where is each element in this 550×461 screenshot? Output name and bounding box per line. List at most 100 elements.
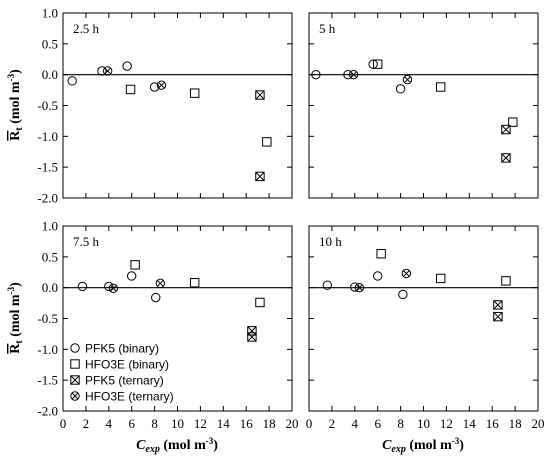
series-square bbox=[376, 249, 511, 286]
legend-label: PFK5 (binary) bbox=[85, 342, 159, 356]
x-tick-label: 12 bbox=[440, 416, 453, 431]
series-square-x bbox=[493, 300, 503, 322]
x-tick-label: 14 bbox=[217, 416, 231, 431]
x-tick-label: 4 bbox=[106, 416, 113, 431]
y-tick-label: -0.5 bbox=[37, 311, 58, 326]
data-point bbox=[255, 90, 265, 100]
data-point bbox=[493, 300, 503, 310]
series-circle bbox=[322, 271, 408, 300]
x-tick-label: 20 bbox=[286, 416, 299, 431]
data-point bbox=[97, 66, 107, 76]
data-point bbox=[127, 271, 137, 281]
legend-entry: HFO3E (binary) bbox=[70, 358, 169, 372]
series-circle-x bbox=[354, 268, 412, 293]
series-square-x bbox=[501, 124, 511, 163]
x-tick-label: 6 bbox=[374, 416, 381, 431]
data-point bbox=[130, 260, 140, 270]
data-point bbox=[401, 268, 412, 279]
plot-frame bbox=[308, 12, 539, 199]
data-point bbox=[255, 171, 265, 182]
y-tick-label: -1.5 bbox=[37, 160, 58, 175]
data-point bbox=[104, 281, 114, 292]
data-point bbox=[395, 84, 406, 94]
data-point bbox=[435, 82, 446, 92]
data-point bbox=[77, 281, 88, 292]
panel-7-5h: 0 2 4 6 8 10 12 14 16 18 20 1.0 0.5 0.0 -0.5 -1.0 -1.5 -2… bbox=[37, 219, 298, 432]
x-tick-label: 8 bbox=[397, 416, 404, 431]
x-tick-label: 12 bbox=[194, 416, 207, 431]
x-tick-label: 18 bbox=[509, 416, 522, 431]
y-tick-label: 0.5 bbox=[42, 36, 58, 51]
data-point bbox=[354, 282, 365, 293]
x-tick-label: 10 bbox=[171, 416, 184, 431]
data-point bbox=[122, 61, 132, 71]
axis-titles: Cexp (mol m-3) Cexp (mol m-3) Rt (mol m-3)… bbox=[6, 69, 464, 455]
data-point bbox=[501, 276, 511, 286]
data-point bbox=[343, 69, 353, 80]
y-tick-label: 0.5 bbox=[42, 249, 58, 264]
legend-entry: PFK5 (binary) bbox=[70, 342, 159, 356]
legend-label: HFO3E (binary) bbox=[85, 358, 169, 372]
legend-entry: PFK5 (ternary) bbox=[70, 374, 164, 388]
data-point bbox=[402, 74, 413, 85]
legend: PFK5 (binary) HFO3E (binary) PFK5 (ternary… bbox=[70, 342, 174, 404]
series-square bbox=[125, 84, 272, 147]
legend-label: PFK5 (ternary) bbox=[85, 374, 164, 388]
data-point bbox=[348, 69, 359, 80]
panel-5h: 5 h bbox=[308, 12, 539, 199]
data-point bbox=[398, 289, 408, 300]
plot-frame bbox=[308, 225, 539, 412]
plot-frame bbox=[62, 12, 293, 199]
y-tick-label: 0.0 bbox=[42, 280, 58, 295]
series-square bbox=[130, 260, 265, 308]
x-axis-title: Cexp (mol m-3) bbox=[382, 436, 464, 455]
data-point bbox=[151, 292, 161, 303]
x-tick-label: 0 bbox=[60, 416, 67, 431]
legend-marker bbox=[70, 343, 80, 353]
legend-entry: HFO3E (ternary) bbox=[70, 390, 174, 404]
x-tick-label: 2 bbox=[329, 416, 336, 431]
data-point bbox=[255, 297, 265, 308]
x-tick-label: 2 bbox=[83, 416, 90, 431]
x-axis-title: Cexp (mol m-3) bbox=[136, 436, 218, 455]
data-point bbox=[376, 249, 386, 259]
x-tick-label: 6 bbox=[128, 416, 135, 431]
series-square-x bbox=[247, 326, 257, 342]
x-tick-label: 16 bbox=[486, 416, 500, 431]
y-tick-label: 1.0 bbox=[42, 6, 58, 21]
y-tick-label: -0.5 bbox=[37, 98, 58, 113]
data-point bbox=[247, 332, 257, 342]
series-circle-x bbox=[102, 66, 167, 90]
y-tick-label: -1.0 bbox=[37, 129, 58, 144]
data-point bbox=[508, 117, 518, 127]
y-tick-label: -1.5 bbox=[37, 373, 58, 388]
panel-label: 2.5 h bbox=[73, 21, 100, 36]
x-tick-label: 8 bbox=[151, 416, 158, 431]
data-point bbox=[493, 311, 503, 322]
data-point bbox=[108, 283, 119, 293]
legend-marker bbox=[70, 375, 80, 385]
data-point bbox=[322, 280, 333, 290]
x-tick-label: 14 bbox=[463, 416, 477, 431]
series-circle-x bbox=[108, 278, 166, 293]
y-axis-title: Rt (mol m-3) bbox=[6, 282, 25, 354]
series-circle-x bbox=[348, 69, 413, 85]
legend-marker bbox=[70, 391, 80, 401]
series-circle bbox=[311, 59, 406, 94]
series-circle bbox=[67, 61, 160, 92]
data-point bbox=[262, 137, 272, 147]
data-point bbox=[373, 271, 383, 281]
x-tick-label: 4 bbox=[352, 416, 359, 431]
x-tick-label: 16 bbox=[240, 416, 254, 431]
data-point bbox=[67, 76, 77, 86]
x-tick-label: 10 bbox=[417, 416, 430, 431]
panel-10h: 0 2 4 6 8 10 12 14 16 18 20 10 h bbox=[306, 225, 545, 431]
y-tick-label: 0.0 bbox=[42, 67, 58, 82]
x-tick-label: 20 bbox=[532, 416, 545, 431]
y-tick-label: -2.0 bbox=[37, 191, 58, 206]
y-axis-title: Rt (mol m-3) bbox=[6, 69, 25, 141]
data-point bbox=[189, 88, 200, 98]
panel-label: 10 h bbox=[319, 234, 342, 249]
